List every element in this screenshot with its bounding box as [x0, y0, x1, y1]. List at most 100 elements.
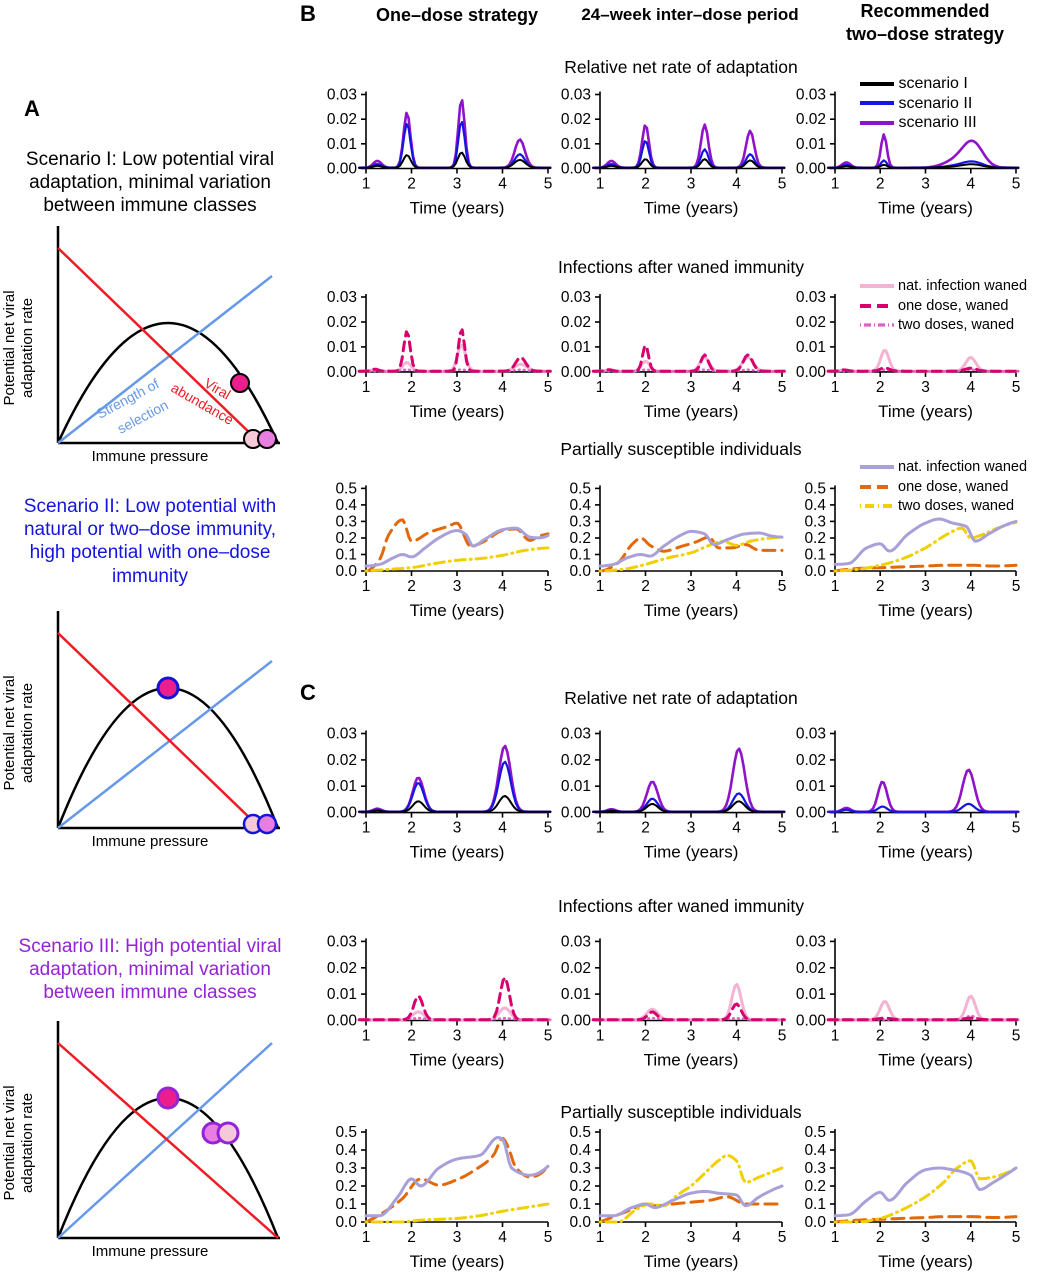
svg-text:2: 2: [407, 176, 416, 193]
svg-text:1: 1: [831, 578, 840, 595]
svg-text:0.4: 0.4: [569, 1142, 591, 1159]
svg-text:5: 5: [544, 578, 553, 595]
svg-text:Time (years): Time (years): [644, 1252, 739, 1271]
svg-text:Time (years): Time (years): [644, 601, 739, 620]
svg-text:0.1: 0.1: [569, 547, 591, 564]
svg-text:1: 1: [362, 578, 371, 595]
svg-text:3: 3: [453, 820, 462, 837]
svg-text:0.01: 0.01: [796, 778, 826, 795]
svg-text:0.02: 0.02: [327, 314, 357, 331]
svg-text:0.01: 0.01: [796, 339, 826, 356]
svg-text:0.01: 0.01: [327, 986, 357, 1003]
svg-text:5: 5: [1012, 379, 1021, 396]
svg-text:0.01: 0.01: [561, 339, 591, 356]
svg-text:0.3: 0.3: [804, 1160, 826, 1177]
svg-text:1: 1: [362, 1229, 371, 1246]
svg-text:Time (years): Time (years): [878, 843, 973, 862]
svg-text:0.3: 0.3: [804, 513, 826, 530]
svg-text:0.02: 0.02: [561, 111, 591, 128]
svg-text:5: 5: [1012, 176, 1021, 193]
svg-text:4: 4: [966, 1028, 975, 1045]
svg-text:0.3: 0.3: [335, 1160, 357, 1177]
svg-text:0.03: 0.03: [561, 933, 591, 950]
svg-text:0.01: 0.01: [561, 986, 591, 1003]
svg-text:1: 1: [596, 1028, 605, 1045]
svg-text:Time (years): Time (years): [878, 1051, 973, 1070]
svg-text:0.0: 0.0: [804, 1214, 826, 1231]
svg-text:Time (years): Time (years): [410, 1051, 505, 1070]
svg-text:2: 2: [641, 1028, 650, 1045]
svg-text:3: 3: [687, 1028, 696, 1045]
svg-text:0.02: 0.02: [327, 960, 357, 977]
svg-text:3: 3: [687, 379, 696, 396]
svg-text:0.02: 0.02: [327, 752, 357, 769]
svg-text:1: 1: [831, 176, 840, 193]
svg-text:1: 1: [596, 379, 605, 396]
svg-text:2: 2: [407, 820, 416, 837]
svg-text:0.02: 0.02: [796, 960, 826, 977]
svg-text:2: 2: [641, 578, 650, 595]
svg-text:0.1: 0.1: [335, 1196, 357, 1213]
svg-text:3: 3: [921, 379, 930, 396]
svg-text:3: 3: [453, 1028, 462, 1045]
svg-text:2: 2: [407, 379, 416, 396]
svg-text:0.0: 0.0: [335, 1214, 357, 1231]
svg-text:5: 5: [544, 176, 553, 193]
svg-text:5: 5: [778, 820, 787, 837]
svg-text:Time (years): Time (years): [878, 601, 973, 620]
svg-text:Time (years): Time (years): [410, 601, 505, 620]
svg-text:0.3: 0.3: [335, 513, 357, 530]
svg-text:1: 1: [596, 1229, 605, 1246]
svg-text:0.2: 0.2: [569, 1178, 591, 1195]
svg-text:1: 1: [596, 176, 605, 193]
svg-text:0.02: 0.02: [561, 752, 591, 769]
svg-text:0.01: 0.01: [327, 778, 357, 795]
svg-text:0.00: 0.00: [327, 161, 358, 178]
svg-text:5: 5: [544, 379, 553, 396]
svg-text:3: 3: [921, 578, 930, 595]
svg-text:2: 2: [876, 1028, 885, 1045]
svg-text:3: 3: [921, 176, 930, 193]
svg-text:3: 3: [687, 578, 696, 595]
svg-text:2: 2: [876, 176, 885, 193]
svg-text:0.1: 0.1: [804, 547, 826, 564]
svg-text:1: 1: [831, 379, 840, 396]
svg-text:5: 5: [778, 379, 787, 396]
svg-text:0.03: 0.03: [796, 289, 826, 306]
svg-text:0.00: 0.00: [796, 161, 827, 178]
svg-text:4: 4: [498, 1028, 507, 1045]
svg-text:0.5: 0.5: [335, 480, 357, 497]
svg-text:4: 4: [966, 176, 975, 193]
svg-text:5: 5: [544, 820, 553, 837]
svg-text:0.00: 0.00: [327, 805, 358, 822]
svg-text:0.0: 0.0: [569, 1214, 591, 1231]
svg-text:4: 4: [732, 1229, 741, 1246]
svg-text:3: 3: [687, 820, 696, 837]
svg-text:4: 4: [498, 578, 507, 595]
svg-text:2: 2: [407, 1229, 416, 1246]
svg-text:0.1: 0.1: [804, 1196, 826, 1213]
svg-text:0.00: 0.00: [561, 364, 592, 381]
svg-text:4: 4: [966, 578, 975, 595]
svg-text:1: 1: [831, 1028, 840, 1045]
svg-text:1: 1: [362, 1028, 371, 1045]
svg-text:0.00: 0.00: [796, 1013, 827, 1030]
svg-text:4: 4: [732, 176, 741, 193]
svg-text:5: 5: [778, 176, 787, 193]
svg-text:0.02: 0.02: [796, 752, 826, 769]
svg-text:0.4: 0.4: [569, 497, 591, 514]
svg-text:Time (years): Time (years): [410, 199, 505, 218]
svg-text:1: 1: [831, 820, 840, 837]
svg-text:3: 3: [921, 1028, 930, 1045]
svg-text:0.03: 0.03: [796, 933, 826, 950]
svg-text:4: 4: [498, 176, 507, 193]
svg-text:0.3: 0.3: [569, 513, 591, 530]
svg-text:0.03: 0.03: [561, 289, 591, 306]
svg-text:2: 2: [876, 578, 885, 595]
svg-text:3: 3: [687, 1229, 696, 1246]
svg-text:0.4: 0.4: [804, 497, 826, 514]
svg-text:5: 5: [544, 1229, 553, 1246]
svg-text:Time (years): Time (years): [644, 843, 739, 862]
svg-text:0.00: 0.00: [327, 364, 358, 381]
svg-text:0.1: 0.1: [335, 547, 357, 564]
